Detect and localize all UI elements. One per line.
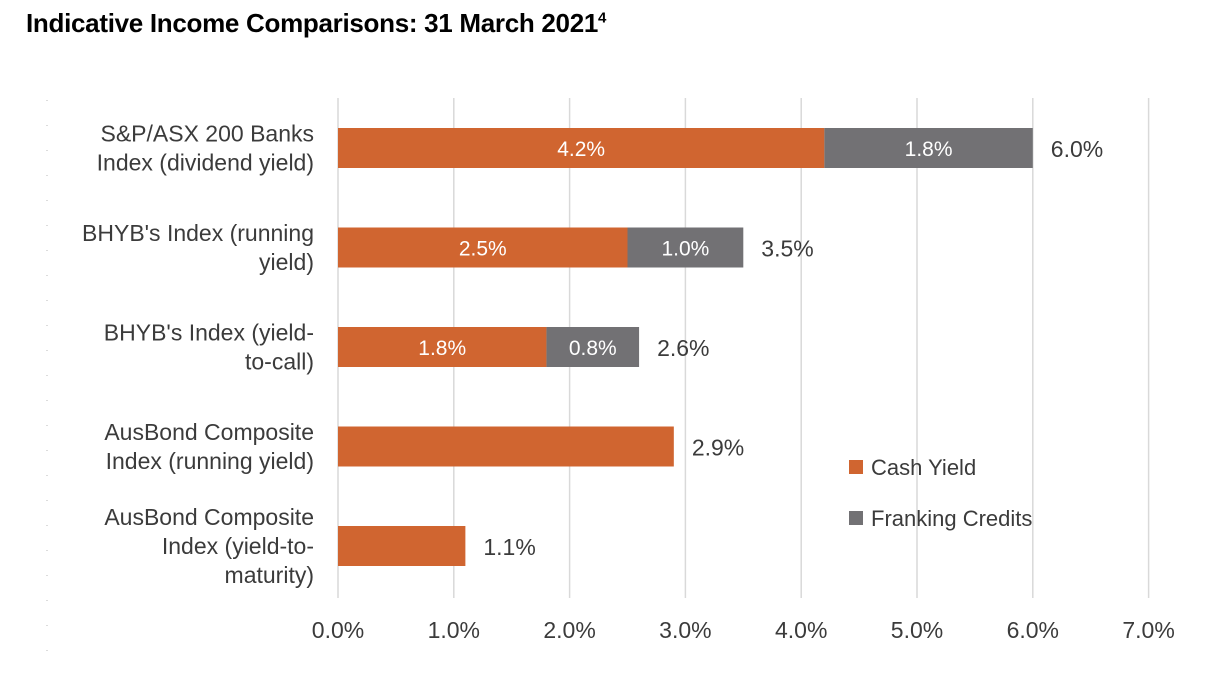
category-label: to-call)	[245, 349, 314, 375]
x-tick-label: 5.0%	[891, 617, 943, 643]
total-value-label: 2.6%	[657, 335, 709, 361]
title-text: Indicative Income Comparisons: 31 March …	[26, 8, 599, 38]
bar-cash-yield	[338, 426, 674, 467]
bar-franking-credits	[546, 327, 640, 367]
x-tick-label: 4.0%	[775, 617, 827, 643]
category-label: Index (yield-to-	[162, 533, 314, 559]
total-value-label: 6.0%	[1051, 136, 1103, 162]
category-label: AusBond Composite	[104, 419, 314, 445]
segment-value-label: 1.8%	[418, 337, 466, 360]
x-tick-label: 2.0%	[543, 617, 595, 643]
category-label: AusBond Composite	[104, 504, 314, 530]
total-value-label: 3.5%	[761, 236, 813, 262]
category-label: Index (dividend yield)	[97, 150, 314, 176]
x-tick-label: 7.0%	[1122, 617, 1174, 643]
category-label: Index (running yield)	[106, 448, 314, 474]
title-footnote: 4	[598, 9, 607, 27]
segment-value-label: 1.8%	[905, 138, 953, 161]
legend-swatch	[849, 511, 863, 525]
segment-value-label: 0.8%	[569, 337, 617, 360]
bar-cash-yield	[338, 227, 628, 268]
category-label: maturity)	[225, 562, 314, 588]
bar-franking-credits	[627, 227, 744, 268]
x-tick-label: 1.0%	[428, 617, 480, 643]
segment-value-label: 1.0%	[661, 238, 709, 261]
chart-title: Indicative Income Comparisons: 31 March …	[26, 8, 606, 39]
bar-cash-yield	[338, 128, 825, 168]
category-label: BHYB's Index (yield-	[104, 320, 314, 346]
total-value-label: 1.1%	[483, 534, 535, 560]
total-value-label: 2.9%	[692, 435, 744, 461]
bar-cash-yield	[338, 526, 466, 566]
category-label: yield)	[259, 249, 314, 275]
x-tick-label: 0.0%	[312, 617, 364, 643]
legend-label: Franking Credits	[871, 506, 1032, 531]
segment-value-label: 4.2%	[557, 138, 605, 161]
x-tick-label: 6.0%	[1007, 617, 1059, 643]
legend-label: Cash Yield	[871, 455, 976, 480]
category-label: S&P/ASX 200 Banks	[100, 121, 314, 147]
category-label: BHYB's Index (running	[82, 220, 314, 246]
segment-value-label: 2.5%	[459, 238, 507, 261]
bar-franking-credits	[824, 128, 1033, 168]
legend-swatch	[849, 460, 863, 474]
bar-cash-yield	[338, 327, 547, 367]
x-tick-label: 3.0%	[659, 617, 711, 643]
